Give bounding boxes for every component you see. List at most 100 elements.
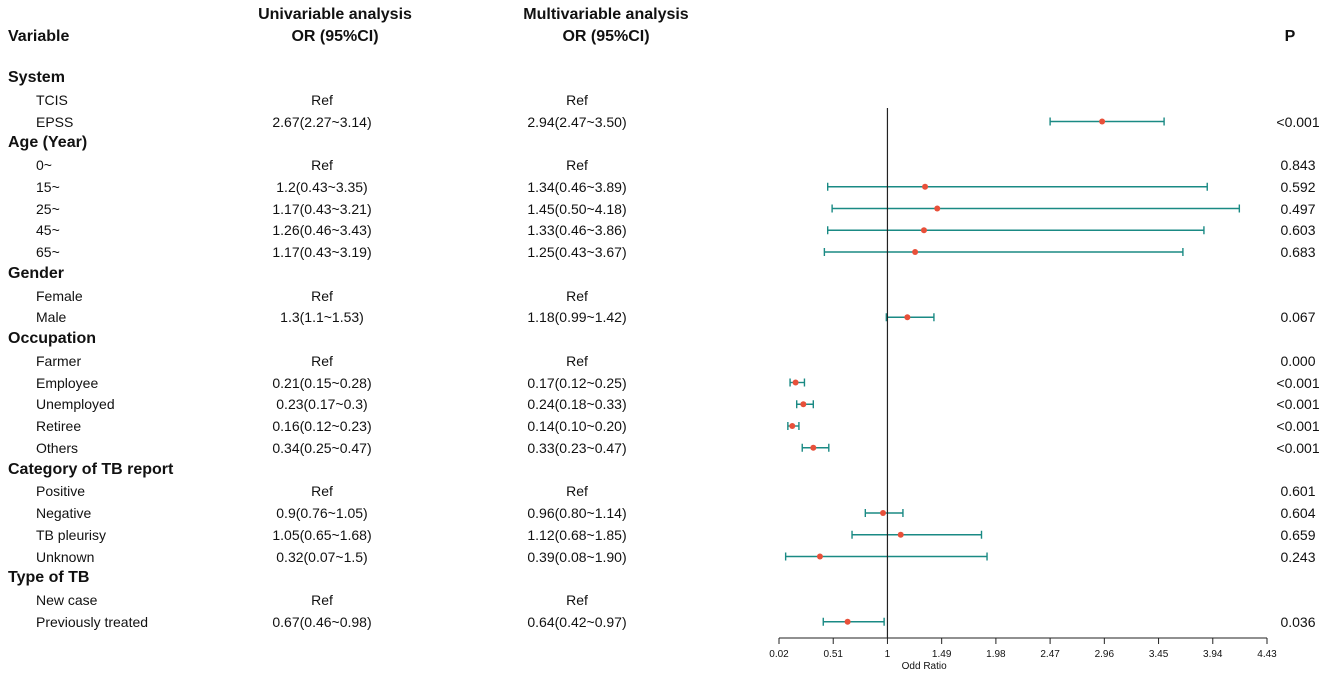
univariable-or: 0.9(0.76~1.05) (276, 505, 368, 521)
group-label: Category of TB report (8, 460, 174, 478)
univariable-or: 1.26(0.46~3.43) (272, 222, 372, 239)
p-value: <0.001 (1276, 396, 1320, 413)
x-tick-label: 3.94 (1203, 649, 1223, 660)
group-label: System (8, 69, 65, 86)
variable-label: TB pleurisy (36, 526, 107, 543)
variable-label: Retiree (36, 418, 82, 434)
or-point (922, 183, 929, 190)
p-value: 0.659 (1280, 526, 1316, 543)
univariable-or: 1.2(0.43~3.35) (276, 178, 368, 195)
or-point (912, 249, 919, 255)
or-point (904, 314, 911, 321)
x-tick-label: 1.98 (986, 649, 1006, 660)
multivariable-or: Ref (566, 91, 588, 108)
multivariable-or: 0.96(0.80~1.14) (527, 505, 627, 521)
variable-label: 0~ (36, 157, 52, 173)
multivariable-or: 0.14(0.10~0.20) (527, 418, 627, 434)
or-point (789, 423, 796, 429)
univariable-or: 2.67(2.27~3.14) (272, 113, 372, 130)
or-point (880, 510, 887, 516)
variable-label: Farmer (36, 352, 82, 369)
variable-label: 45~ (36, 222, 60, 239)
variable-label: 65~ (36, 244, 60, 260)
multivariable-subtitle: OR (95%CI) (562, 28, 650, 45)
univariable-or: Ref (311, 352, 333, 369)
or-point (1099, 118, 1106, 125)
x-tick-label: 2.47 (1040, 649, 1060, 660)
ci-row (826, 182, 1208, 191)
multivariable-or: 0.39(0.08~1.90) (527, 548, 627, 565)
p-header: P (1284, 28, 1296, 45)
p-value: <0.001 (1276, 374, 1320, 391)
multivariable-or: 1.34(0.46~3.89) (527, 178, 627, 195)
variable-label: New case (36, 592, 98, 608)
ci-row (796, 400, 815, 409)
univariable-or: 0.16(0.12~0.23) (272, 418, 372, 434)
multivariable-title: Multivariable analysis (523, 6, 689, 23)
univariable-or: Ref (311, 157, 333, 173)
x-tick-label: 0.51 (823, 649, 843, 660)
p-value: 0.683 (1280, 244, 1316, 260)
or-point (810, 444, 817, 451)
variable-label: Negative (36, 505, 92, 521)
univariable-or: Ref (311, 483, 333, 500)
or-point (934, 205, 941, 212)
p-value: 0.601 (1280, 483, 1316, 500)
variable-label: Male (36, 309, 67, 326)
variable-label: Positive (36, 483, 86, 500)
univariable-or: 0.67(0.46~0.98) (272, 613, 372, 630)
group-label: Age (Year) (8, 134, 88, 152)
multivariable-or: Ref (566, 592, 588, 608)
multivariable-or: Ref (566, 287, 588, 304)
or-point (844, 618, 851, 625)
multivariable-or: 0.24(0.18~0.33) (527, 396, 627, 413)
variable-label: EPSS (36, 113, 74, 130)
multivariable-header: Multivariable analysis OR (95%CI) (491, 4, 721, 48)
p-value: 0.843 (1280, 157, 1316, 173)
multivariable-or: 0.33(0.23~0.47) (527, 439, 627, 456)
or-point (816, 553, 823, 560)
ci-row (831, 204, 1241, 213)
ci-row (801, 443, 830, 452)
univariable-header: Univariable analysis OR (95%CI) (220, 4, 450, 48)
variable-header: Variable (8, 28, 70, 45)
ci-row (885, 313, 935, 322)
p-value: 0.067 (1280, 309, 1316, 326)
variable-label: Unknown (36, 548, 95, 565)
variable-label: 15~ (36, 178, 60, 195)
ci-row (851, 530, 983, 539)
group-label: Occupation (8, 330, 97, 347)
multivariable-or: Ref (566, 483, 588, 500)
univariable-or: Ref (311, 91, 333, 108)
variable-label: Unemployed (36, 396, 115, 413)
or-point (792, 379, 799, 386)
univariable-or: 1.17(0.43~3.21) (272, 200, 372, 217)
x-tick-label: 0.02 (769, 649, 789, 660)
ci-row (823, 248, 1184, 256)
univariable-or: Ref (311, 287, 333, 304)
multivariable-or: 1.12(0.68~1.85) (527, 526, 627, 543)
x-axis-label: Odd Ratio (902, 661, 947, 672)
univariable-or: 0.32(0.07~1.5) (276, 548, 368, 565)
univariable-title: Univariable analysis (258, 6, 412, 23)
multivariable-or: 1.33(0.46~3.86) (527, 222, 627, 239)
ci-row (787, 422, 800, 430)
group-label: Gender (8, 264, 65, 282)
p-value: <0.001 (1276, 113, 1320, 130)
multivariable-or: 1.45(0.50~4.18) (527, 200, 627, 217)
multivariable-or: 1.25(0.43~3.67) (527, 244, 627, 260)
x-tick-label: 1 (885, 649, 891, 660)
p-value: 0.604 (1280, 505, 1316, 521)
ci-row (826, 226, 1205, 235)
p-value: <0.001 (1276, 439, 1320, 456)
univariable-or: 1.3(1.1~1.53) (280, 309, 364, 326)
univariable-or: 0.21(0.15~0.28) (272, 374, 372, 391)
p-value: 0.000 (1280, 352, 1316, 369)
p-value: 0.603 (1280, 222, 1316, 239)
multivariable-or: Ref (566, 157, 588, 173)
variable-label: TCIS (36, 91, 68, 108)
or-point (800, 401, 807, 408)
multivariable-or: 0.64(0.42~0.97) (527, 613, 627, 630)
